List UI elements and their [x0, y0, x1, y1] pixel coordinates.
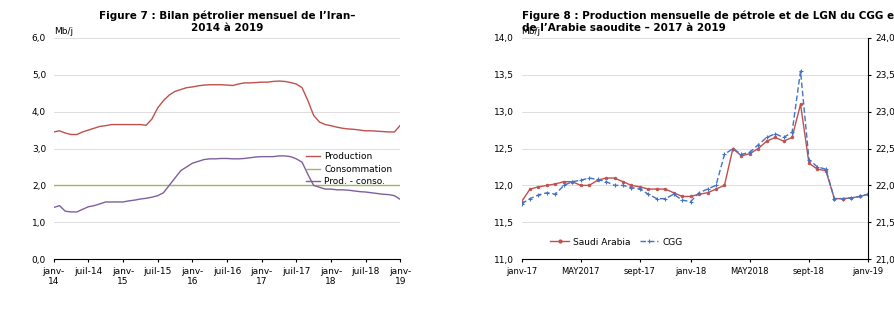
Text: Figure 8 : Production mensuelle de pétrole et de LGN du CGG et
de l’Arabie saoud: Figure 8 : Production mensuelle de pétro… — [521, 11, 894, 33]
Text: Mb/j: Mb/j — [521, 27, 540, 36]
Legend: Saudi Arabia, CGG: Saudi Arabia, CGG — [546, 234, 686, 250]
Legend: Production, Consommation, Prod. - conso.: Production, Consommation, Prod. - conso. — [302, 149, 395, 190]
Title: Figure 7 : Bilan pétrolier mensuel de l’Iran–
2014 à 2019: Figure 7 : Bilan pétrolier mensuel de l’… — [98, 11, 355, 33]
Text: Mb/j: Mb/j — [54, 27, 72, 36]
